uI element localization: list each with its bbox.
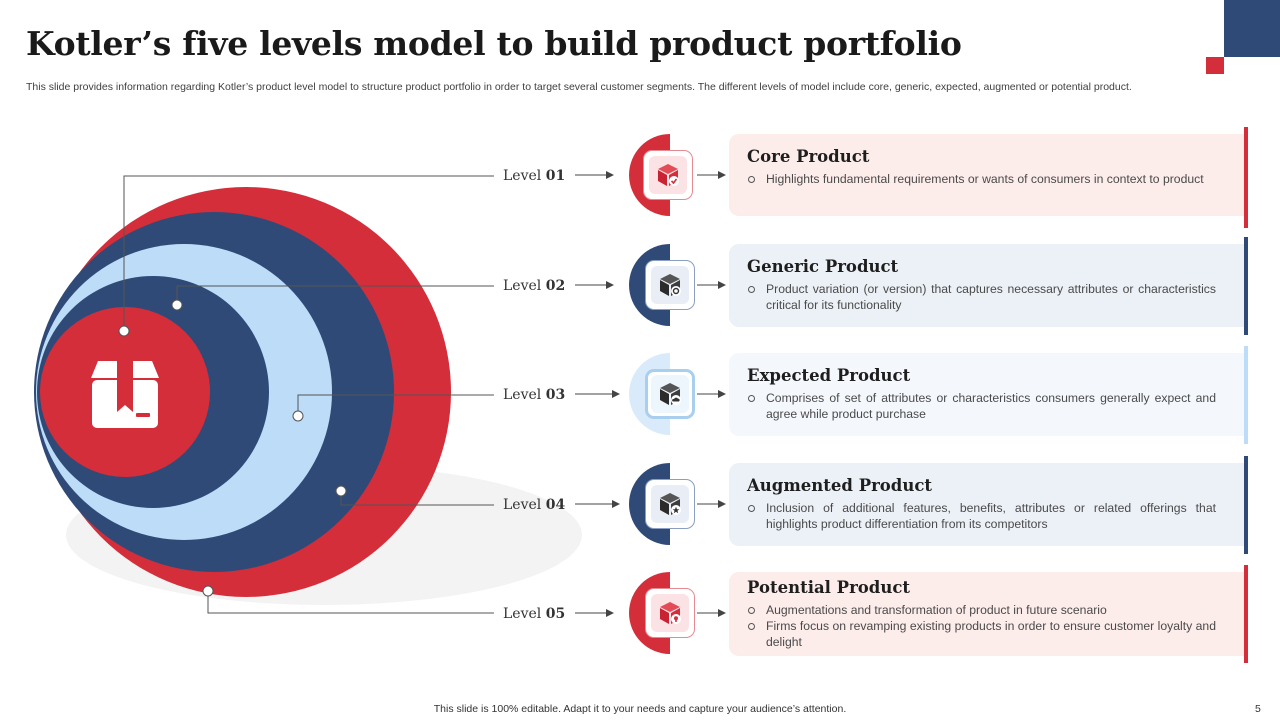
cube-bulb-icon: [660, 602, 681, 624]
connector-level-05: [207, 591, 494, 614]
level-icon-03: [645, 369, 695, 419]
level-label-04: Level 04: [503, 497, 566, 513]
level-label-03: Level 03: [503, 387, 566, 403]
card-bullet: Firms focus on revamping existing produc…: [747, 618, 1216, 650]
connector-dot-04: [335, 485, 347, 497]
connector-dot-01: [118, 325, 130, 337]
card-title: Potential Product: [747, 578, 910, 597]
level-icon-02: [645, 260, 695, 310]
card-title: Augmented Product: [747, 476, 932, 495]
level-icon-01: [643, 150, 693, 200]
page-number: 5: [1255, 703, 1261, 715]
card-expected-product: Expected Product Comprises of set of att…: [729, 346, 1248, 444]
card-title: Expected Product: [747, 366, 911, 385]
level-icon-04: [645, 479, 695, 529]
corner-accent-red: [1206, 57, 1224, 74]
card-accent-bar: [1244, 127, 1248, 228]
cube-star-icon: [660, 493, 681, 515]
cube-check-icon: [658, 164, 679, 186]
card-accent-bar: [1244, 456, 1248, 554]
card-bullet: Highlights fundamental requirements or w…: [747, 171, 1216, 187]
card-potential-product: Potential Product Augmentations and tran…: [729, 565, 1248, 663]
level-label-05: Level 05: [503, 606, 566, 622]
card-accent-bar: [1244, 565, 1248, 663]
card-bullet: Comprises of set of attributes or charac…: [747, 390, 1216, 422]
card-accent-bar: [1244, 237, 1248, 335]
connector-dot-03: [292, 410, 304, 422]
card-augmented-product: Augmented Product Inclusion of additiona…: [729, 456, 1248, 554]
cube-settings-icon: [660, 274, 681, 296]
corner-accent-navy: [1224, 0, 1280, 57]
card-core-product: Core Product Highlights fundamental requ…: [729, 127, 1248, 228]
card-bullets: Inclusion of additional features, benefi…: [747, 500, 1216, 532]
card-bullet: Augmentations and transformation of prod…: [747, 602, 1216, 618]
level-icon-05: [645, 588, 695, 638]
connector-level-01: [123, 175, 494, 331]
cube-cloud-icon: [660, 383, 681, 405]
level-label-02: Level 02: [503, 278, 566, 294]
slide-footer: This slide is 100% editable. Adapt it to…: [433, 703, 847, 715]
card-bullet: Inclusion of additional features, benefi…: [747, 500, 1216, 532]
card-title: Core Product: [747, 147, 870, 166]
card-bullets: Comprises of set of attributes or charac…: [747, 390, 1216, 422]
card-accent-bar: [1244, 346, 1248, 444]
card-bullets: Highlights fundamental requirements or w…: [747, 171, 1216, 187]
card-bullet: Product variation (or version) that capt…: [747, 281, 1216, 313]
slide-description: This slide provides information regardin…: [26, 81, 1132, 93]
card-bullets: Product variation (or version) that capt…: [747, 281, 1216, 313]
card-title: Generic Product: [747, 257, 899, 276]
connector-dot-02: [171, 299, 183, 311]
card-generic-product: Generic Product Product variation (or ve…: [729, 237, 1248, 335]
package-box-icon: [91, 361, 159, 428]
card-bullets: Augmentations and transformation of prod…: [747, 602, 1216, 650]
level-label-01: Level 01: [503, 168, 566, 184]
connector-dot-05: [202, 585, 214, 597]
connector-level-02: [176, 285, 494, 305]
slide-title: Kotler’s five levels model to build prod…: [26, 24, 962, 63]
connector-level-03: [297, 394, 494, 416]
